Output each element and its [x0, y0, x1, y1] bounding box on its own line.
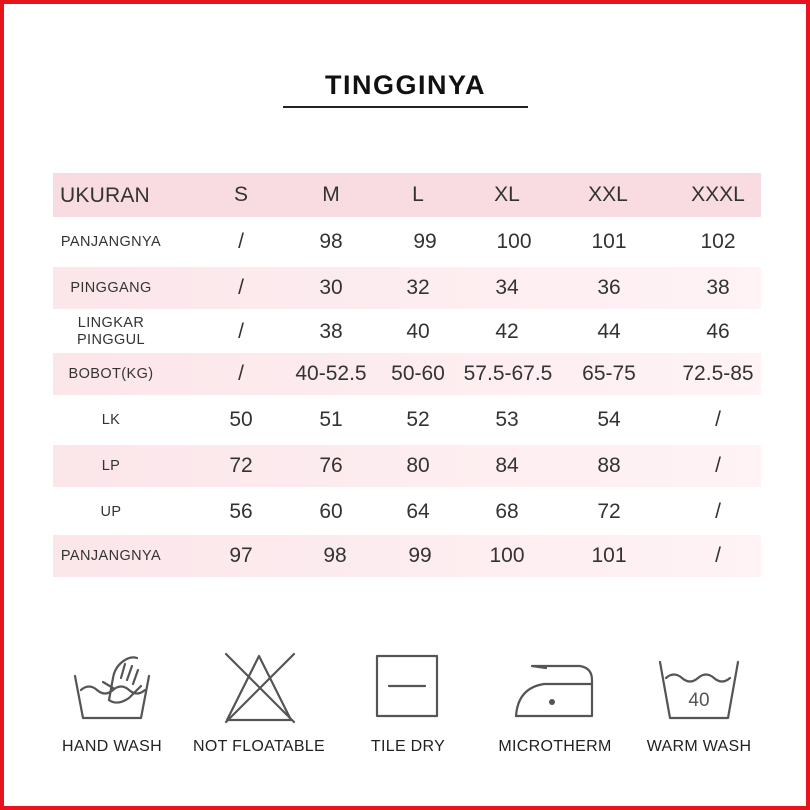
care-not-floatable: NOT FLOATABLE — [184, 640, 334, 760]
cell-xl: 100 — [489, 544, 525, 567]
cell-s: / — [238, 276, 244, 299]
care-microtherm: MICROTHERM — [480, 640, 630, 760]
table-row: LP 72 76 80 84 88 / — [53, 445, 761, 487]
table-row: PINGGANG / 30 32 34 36 38 — [53, 267, 761, 309]
header-size-l: L — [412, 183, 424, 206]
cell-xxxl: 46 — [706, 320, 730, 343]
tile-dry-icon — [375, 654, 439, 718]
row-label: LP — [101, 457, 121, 474]
page-title: TINGGINYA — [324, 70, 487, 100]
header-size-xl: XL — [494, 183, 520, 206]
care-label: MICROTHERM — [498, 738, 612, 755]
care-label: TILE DRY — [370, 738, 446, 755]
table-row: LINGKAR PINGGUL / 38 40 42 44 46 — [53, 311, 761, 353]
cell-l: 64 — [406, 500, 430, 523]
cell-s: / — [238, 320, 244, 343]
cell-m: 30 — [319, 276, 343, 299]
cell-m: 38 — [319, 320, 343, 343]
row-label: UP — [100, 503, 122, 520]
table-row: UP 56 60 64 68 72 / — [53, 491, 761, 533]
header-size-xxxl: XXXL — [691, 183, 745, 206]
cell-s: / — [238, 362, 244, 385]
cell-xxxl: / — [715, 454, 721, 477]
cell-l: 40 — [406, 320, 430, 343]
cell-m: 98 — [319, 230, 343, 253]
cell-m: 51 — [319, 408, 343, 431]
row-label: PANJANGNYA — [60, 233, 162, 250]
care-label: NOT FLOATABLE — [193, 738, 325, 755]
iron-icon — [514, 664, 594, 718]
cell-l: 80 — [406, 454, 430, 477]
care-hand-wash: HAND WASH — [37, 640, 187, 760]
row-label: PANJANGNYA — [60, 547, 162, 564]
cell-xxl: 72 — [597, 500, 621, 523]
cell-xxxl: 38 — [706, 276, 730, 299]
cell-m: 60 — [319, 500, 343, 523]
cell-xxl: 101 — [591, 230, 627, 253]
cell-s: 97 — [229, 544, 253, 567]
header-label: UKURAN — [60, 183, 150, 207]
care-label: WARM WASH — [646, 738, 752, 755]
cell-xxxl: 72.5-85 — [682, 362, 754, 385]
cell-l: 99 — [413, 230, 437, 253]
temperature-label: 40 — [688, 690, 709, 711]
cell-l: 50-60 — [391, 362, 445, 385]
row-label: LINGKAR PINGGUL — [76, 315, 146, 348]
cell-xl: 57.5-67.5 — [463, 362, 553, 385]
cell-xl: 84 — [495, 454, 519, 477]
cell-xxxl: / — [715, 408, 721, 431]
cell-xl: 42 — [495, 320, 519, 343]
header-size-xxl: XXL — [588, 183, 628, 206]
cell-xxl: 54 — [597, 408, 621, 431]
header-size-m: M — [322, 183, 340, 206]
cell-xxl: 101 — [591, 544, 627, 567]
care-label: HAND WASH — [62, 738, 162, 755]
table-row: PANJANGNYA / 98 99 100 101 102 — [53, 221, 761, 263]
care-tile-dry: TILE DRY — [333, 640, 483, 760]
care-warm-wash: 40 WARM WASH — [624, 640, 774, 760]
table-row: LK 50 51 52 53 54 / — [53, 399, 761, 441]
table-row: BOBOT(KG) / 40-52.5 50-60 57.5-67.5 65-7… — [53, 353, 761, 395]
cell-s: 50 — [229, 408, 253, 431]
cell-l: 99 — [408, 544, 432, 567]
cell-xxxl: / — [715, 500, 721, 523]
cell-xxl: 44 — [597, 320, 621, 343]
cell-m: 76 — [319, 454, 343, 477]
cell-m: 98 — [323, 544, 347, 567]
title-underline — [283, 106, 528, 108]
table-header-row: UKURAN S M L XL XXL XXXL — [53, 173, 761, 217]
header-size-s: S — [233, 183, 248, 206]
cell-xxl: 36 — [597, 276, 621, 299]
row-label: LK — [101, 411, 121, 428]
table-row: PANJANGNYA 97 98 99 100 101 / — [53, 535, 761, 577]
cell-xxxl: 102 — [700, 230, 736, 253]
warm-wash-icon: 40 — [658, 660, 740, 720]
cell-xl: 53 — [495, 408, 519, 431]
hand-wash-icon — [73, 656, 151, 720]
cell-xxxl: / — [715, 544, 721, 567]
cell-s: / — [238, 230, 244, 253]
cell-xxl: 88 — [597, 454, 621, 477]
row-label: BOBOT(KG) — [68, 365, 154, 382]
cell-xl: 68 — [495, 500, 519, 523]
cell-m: 40-52.5 — [295, 362, 367, 385]
cell-xxl: 65-75 — [582, 362, 636, 385]
cell-l: 32 — [406, 276, 430, 299]
row-label: PINGGANG — [70, 279, 152, 296]
cell-xl: 34 — [495, 276, 519, 299]
cell-l: 52 — [406, 408, 430, 431]
not-floatable-icon — [224, 652, 296, 724]
cell-s: 72 — [229, 454, 253, 477]
iron-dot — [549, 699, 555, 705]
cell-xl: 100 — [496, 230, 532, 253]
cell-s: 56 — [229, 500, 253, 523]
